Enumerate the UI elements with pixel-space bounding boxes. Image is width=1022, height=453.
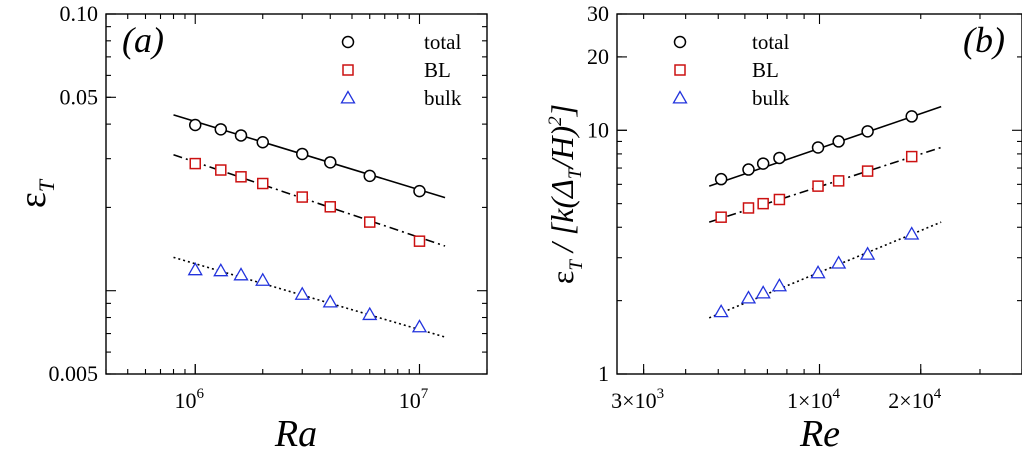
data-point-bulk bbox=[755, 285, 771, 299]
data-point-BL bbox=[189, 157, 201, 170]
x-axis-label: Ra bbox=[274, 413, 317, 453]
data-point-bulk bbox=[904, 226, 920, 240]
data-point-total bbox=[742, 163, 755, 176]
legend-label-bulk: bulk bbox=[424, 86, 462, 110]
x-tick-label: 1×104 bbox=[787, 386, 840, 413]
data-point-total bbox=[861, 125, 874, 138]
data-point-bulk bbox=[213, 263, 229, 277]
x-tick-base: 3×10 bbox=[611, 388, 656, 413]
data-point-bulk bbox=[740, 290, 757, 304]
fit-line-total bbox=[173, 114, 446, 199]
x-axis-label: Re bbox=[799, 413, 840, 453]
y-axis-label: εT / [k(ΔT/H)2] bbox=[544, 104, 587, 284]
data-point-bulk bbox=[859, 246, 876, 260]
data-point-BL bbox=[324, 201, 337, 213]
data-point-bulk bbox=[362, 306, 378, 321]
legend-symbol-bulk bbox=[340, 90, 356, 104]
x-tick-exponent: 4 bbox=[832, 386, 840, 402]
fit-line-BL bbox=[173, 153, 446, 247]
legend-label-BL: BL bbox=[752, 58, 779, 82]
x-tick-exponent: 6 bbox=[196, 386, 204, 402]
data-point-bulk bbox=[322, 294, 338, 308]
data-point-BL bbox=[905, 150, 918, 163]
data-point-bulk bbox=[831, 255, 847, 269]
data-point-total bbox=[413, 184, 426, 198]
data-point-total bbox=[756, 157, 770, 170]
data-point-BL bbox=[773, 193, 786, 206]
data-point-total bbox=[188, 118, 202, 132]
x-tick-base: 2×10 bbox=[888, 388, 933, 413]
legend-label-total: total bbox=[752, 30, 789, 54]
x-tick-exponent: 7 bbox=[421, 386, 429, 402]
plot-frame bbox=[105, 13, 488, 375]
data-point-bulk bbox=[411, 319, 428, 333]
x-tick-label: 2×104 bbox=[888, 386, 941, 413]
data-point-BL bbox=[861, 165, 874, 177]
data-point-bulk bbox=[713, 303, 729, 318]
data-point-BL bbox=[757, 197, 769, 210]
data-point-total bbox=[905, 110, 918, 123]
x-tick-base: 10 bbox=[399, 388, 421, 413]
x-tick-label: 106 bbox=[174, 386, 204, 413]
data-point-total bbox=[773, 151, 786, 165]
data-point-bulk bbox=[233, 267, 249, 281]
y-axis-label: εT bbox=[12, 178, 59, 208]
data-point-BL bbox=[256, 177, 269, 190]
x-tick-label: 107 bbox=[399, 386, 429, 413]
data-point-total bbox=[214, 123, 228, 136]
data-point-total bbox=[324, 156, 337, 169]
legend-label-total: total bbox=[424, 30, 461, 54]
data-point-BL bbox=[363, 216, 376, 228]
data-point-BL bbox=[296, 191, 308, 203]
panel-label: (b) bbox=[963, 20, 1005, 60]
y-tick-label: 1 bbox=[598, 361, 609, 386]
legend-label-bulk: bulk bbox=[752, 86, 790, 110]
data-point-BL bbox=[715, 211, 727, 223]
legend-symbol-bulk bbox=[672, 90, 688, 104]
y-tick-label: 10 bbox=[587, 117, 609, 142]
data-point-BL bbox=[413, 235, 426, 247]
data-point-BL bbox=[812, 180, 824, 192]
x-tick-exponent: 3 bbox=[657, 386, 665, 402]
data-point-total bbox=[295, 147, 309, 161]
data-point-BL bbox=[215, 164, 227, 176]
legend-symbol-BL bbox=[674, 64, 686, 76]
data-point-total bbox=[363, 169, 376, 183]
legend-symbol-total bbox=[673, 35, 687, 49]
data-point-bulk bbox=[255, 272, 271, 286]
data-point-BL bbox=[235, 171, 247, 183]
x-tick-exponent: 4 bbox=[934, 386, 942, 402]
data-point-bulk bbox=[810, 265, 826, 279]
data-point-BL bbox=[832, 175, 845, 187]
data-point-bulk bbox=[771, 278, 788, 292]
data-point-total bbox=[256, 135, 269, 149]
y-tick-label: 0.05 bbox=[60, 84, 99, 109]
legend-label-BL: BL bbox=[424, 58, 451, 82]
y-tick-label: 30 bbox=[587, 1, 609, 26]
x-tick-base: 1×10 bbox=[787, 388, 832, 413]
data-point-total bbox=[234, 129, 248, 142]
data-point-bulk bbox=[294, 286, 310, 300]
data-point-BL bbox=[742, 202, 755, 214]
y-tick-label: 0.005 bbox=[49, 361, 99, 386]
data-point-total bbox=[832, 135, 845, 148]
legend-symbol-total bbox=[341, 35, 355, 49]
fit-line-bulk bbox=[173, 256, 446, 338]
data-point-total bbox=[714, 172, 728, 186]
x-tick-label: 3×103 bbox=[611, 386, 664, 413]
data-point-total bbox=[811, 141, 825, 154]
x-tick-base: 10 bbox=[174, 388, 196, 413]
legend-symbol-BL bbox=[342, 64, 354, 76]
y-tick-label: 20 bbox=[587, 44, 609, 69]
y-tick-label: 0.10 bbox=[60, 1, 99, 26]
data-point-bulk bbox=[187, 261, 203, 276]
panel-label: (a) bbox=[122, 20, 164, 60]
